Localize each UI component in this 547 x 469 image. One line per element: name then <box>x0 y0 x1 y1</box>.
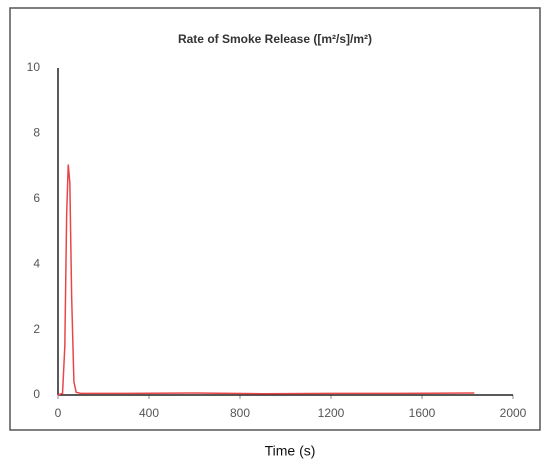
line-series <box>57 164 475 396</box>
y-tick-label: 2 <box>33 322 40 336</box>
x-tick-label: 1600 <box>409 406 436 420</box>
x-tick-label: 0 <box>55 406 62 420</box>
chart-frame <box>9 7 541 431</box>
x-tick-label: 2000 <box>500 406 527 420</box>
y-tick-label: 10 <box>27 60 41 74</box>
x-tick-label: 400 <box>139 406 159 420</box>
y-tick-label: 6 <box>33 191 40 205</box>
chart-title: Rate of Smoke Release ([m²/s]/m²) <box>178 32 372 46</box>
x-axis-label: Time (s) <box>265 443 316 459</box>
x-tick-label: 800 <box>230 406 250 420</box>
y-tick-label: 0 <box>33 387 40 401</box>
y-tick-label: 4 <box>33 256 40 270</box>
x-tick-label: 1200 <box>318 406 345 420</box>
y-tick-label: 8 <box>33 126 40 140</box>
